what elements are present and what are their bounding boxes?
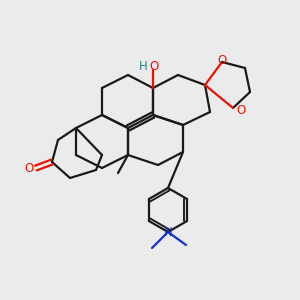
Text: O: O (236, 103, 246, 116)
Text: O: O (24, 161, 34, 175)
Text: O: O (149, 61, 159, 74)
Text: H: H (139, 61, 147, 74)
Text: O: O (218, 53, 226, 67)
Text: N: N (164, 226, 172, 238)
